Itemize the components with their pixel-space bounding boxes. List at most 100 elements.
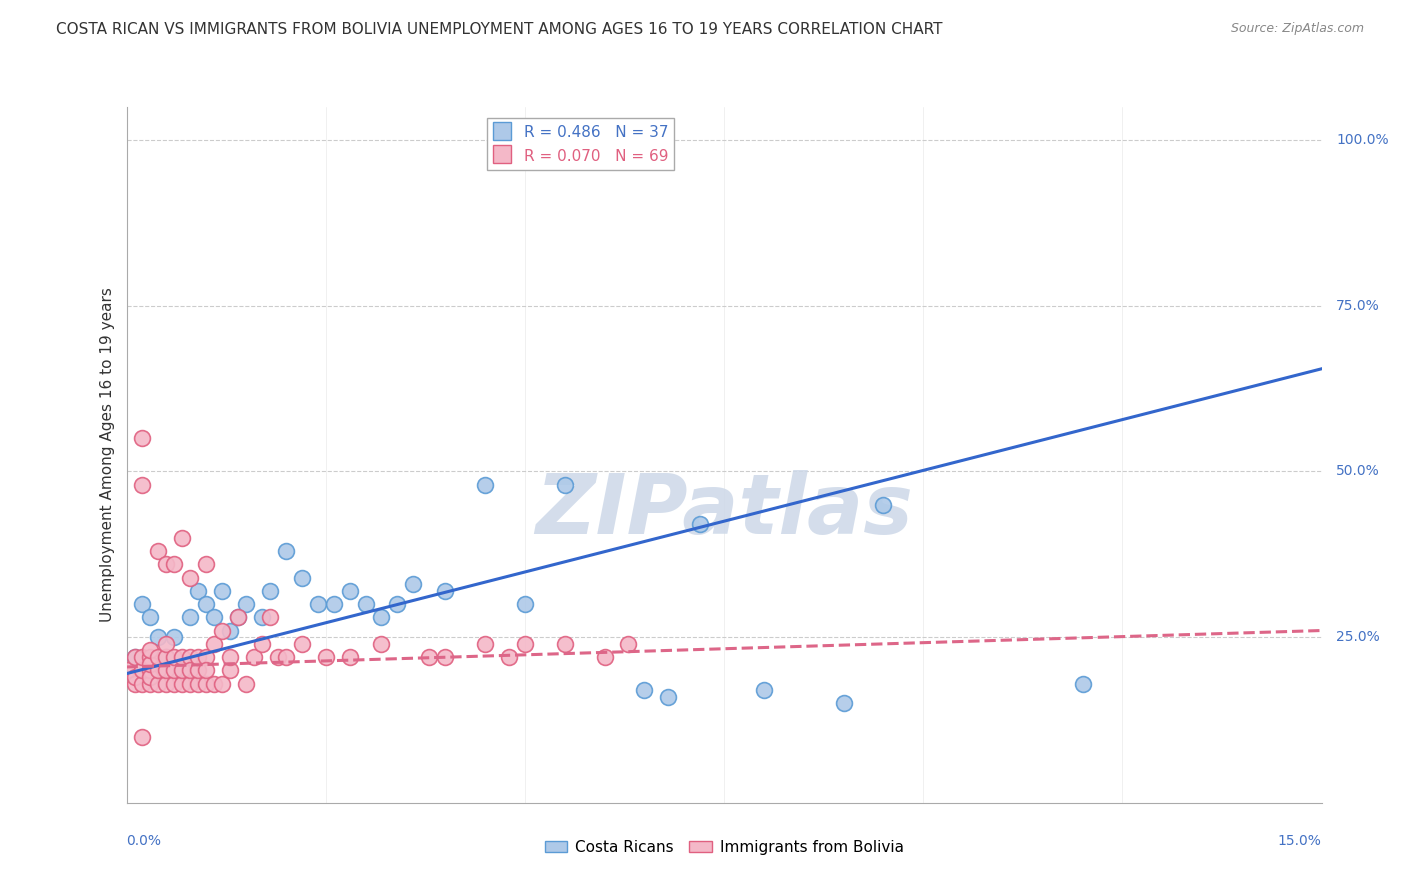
Point	[172, 676, 194, 690]
Point	[131, 477, 153, 491]
Point	[124, 670, 146, 684]
Point	[163, 630, 186, 644]
Point	[195, 558, 218, 572]
Point	[617, 637, 640, 651]
Point	[211, 583, 233, 598]
Point	[155, 558, 177, 572]
Point	[513, 637, 536, 651]
Point	[291, 637, 314, 651]
Point	[131, 597, 153, 611]
Point	[832, 697, 855, 711]
Point	[195, 597, 218, 611]
Point	[131, 730, 153, 744]
Point	[593, 650, 616, 665]
Point	[202, 637, 225, 651]
Text: 15.0%: 15.0%	[1278, 834, 1322, 848]
Point	[370, 637, 392, 651]
Point	[339, 583, 361, 598]
Point	[139, 657, 162, 671]
Point	[243, 650, 266, 665]
Point	[131, 431, 153, 445]
Point	[172, 663, 194, 677]
Point	[554, 637, 576, 651]
Point	[163, 663, 186, 677]
Point	[148, 544, 170, 558]
Point	[235, 676, 257, 690]
Point	[155, 650, 177, 665]
Point	[187, 583, 209, 598]
Point	[163, 558, 186, 572]
Point	[124, 650, 146, 665]
Point	[418, 650, 440, 665]
Point	[235, 597, 257, 611]
Point	[148, 630, 170, 644]
Point	[139, 663, 162, 677]
Point	[250, 610, 273, 624]
Point	[131, 663, 153, 677]
Point	[657, 690, 679, 704]
Y-axis label: Unemployment Among Ages 16 to 19 years: Unemployment Among Ages 16 to 19 years	[100, 287, 115, 623]
Point	[274, 544, 297, 558]
Point	[872, 498, 894, 512]
Point	[139, 650, 162, 665]
Point	[187, 663, 209, 677]
Point	[179, 663, 201, 677]
Point	[155, 663, 177, 677]
Point	[172, 650, 194, 665]
Point	[219, 663, 242, 677]
Point	[115, 663, 138, 677]
Text: 100.0%: 100.0%	[1336, 133, 1389, 147]
Point	[195, 650, 218, 665]
Point	[163, 676, 186, 690]
Point	[498, 650, 520, 665]
Point	[139, 676, 162, 690]
Point	[139, 610, 162, 624]
Point	[554, 477, 576, 491]
Point	[322, 597, 344, 611]
Point	[274, 650, 297, 665]
Point	[387, 597, 409, 611]
Text: COSTA RICAN VS IMMIGRANTS FROM BOLIVIA UNEMPLOYMENT AMONG AGES 16 TO 19 YEARS CO: COSTA RICAN VS IMMIGRANTS FROM BOLIVIA U…	[56, 22, 943, 37]
Point	[187, 650, 209, 665]
Point	[219, 650, 242, 665]
Point	[131, 650, 153, 665]
Point	[195, 676, 218, 690]
Point	[291, 570, 314, 584]
Point	[163, 650, 186, 665]
Point	[179, 570, 201, 584]
Point	[131, 676, 153, 690]
Point	[474, 477, 496, 491]
Text: 25.0%: 25.0%	[1336, 630, 1379, 644]
Point	[689, 517, 711, 532]
Point	[179, 650, 201, 665]
Text: 0.0%: 0.0%	[127, 834, 162, 848]
Point	[124, 676, 146, 690]
Point	[434, 583, 457, 598]
Point	[259, 583, 281, 598]
Point	[139, 643, 162, 657]
Point	[402, 577, 425, 591]
Point	[307, 597, 329, 611]
Point	[1071, 676, 1094, 690]
Point	[148, 650, 170, 665]
Point	[513, 597, 536, 611]
Point	[211, 624, 233, 638]
Point	[211, 676, 233, 690]
Point	[179, 676, 201, 690]
Point	[219, 624, 242, 638]
Text: 75.0%: 75.0%	[1336, 299, 1379, 313]
Point	[474, 637, 496, 651]
Point	[354, 597, 377, 611]
Point	[226, 610, 249, 624]
Point	[195, 663, 218, 677]
Point	[370, 610, 392, 624]
Text: Source: ZipAtlas.com: Source: ZipAtlas.com	[1230, 22, 1364, 36]
Point	[434, 650, 457, 665]
Point	[202, 676, 225, 690]
Point	[187, 676, 209, 690]
Point	[752, 683, 775, 698]
Point	[259, 610, 281, 624]
Point	[315, 650, 337, 665]
Point	[339, 650, 361, 665]
Point	[633, 683, 655, 698]
